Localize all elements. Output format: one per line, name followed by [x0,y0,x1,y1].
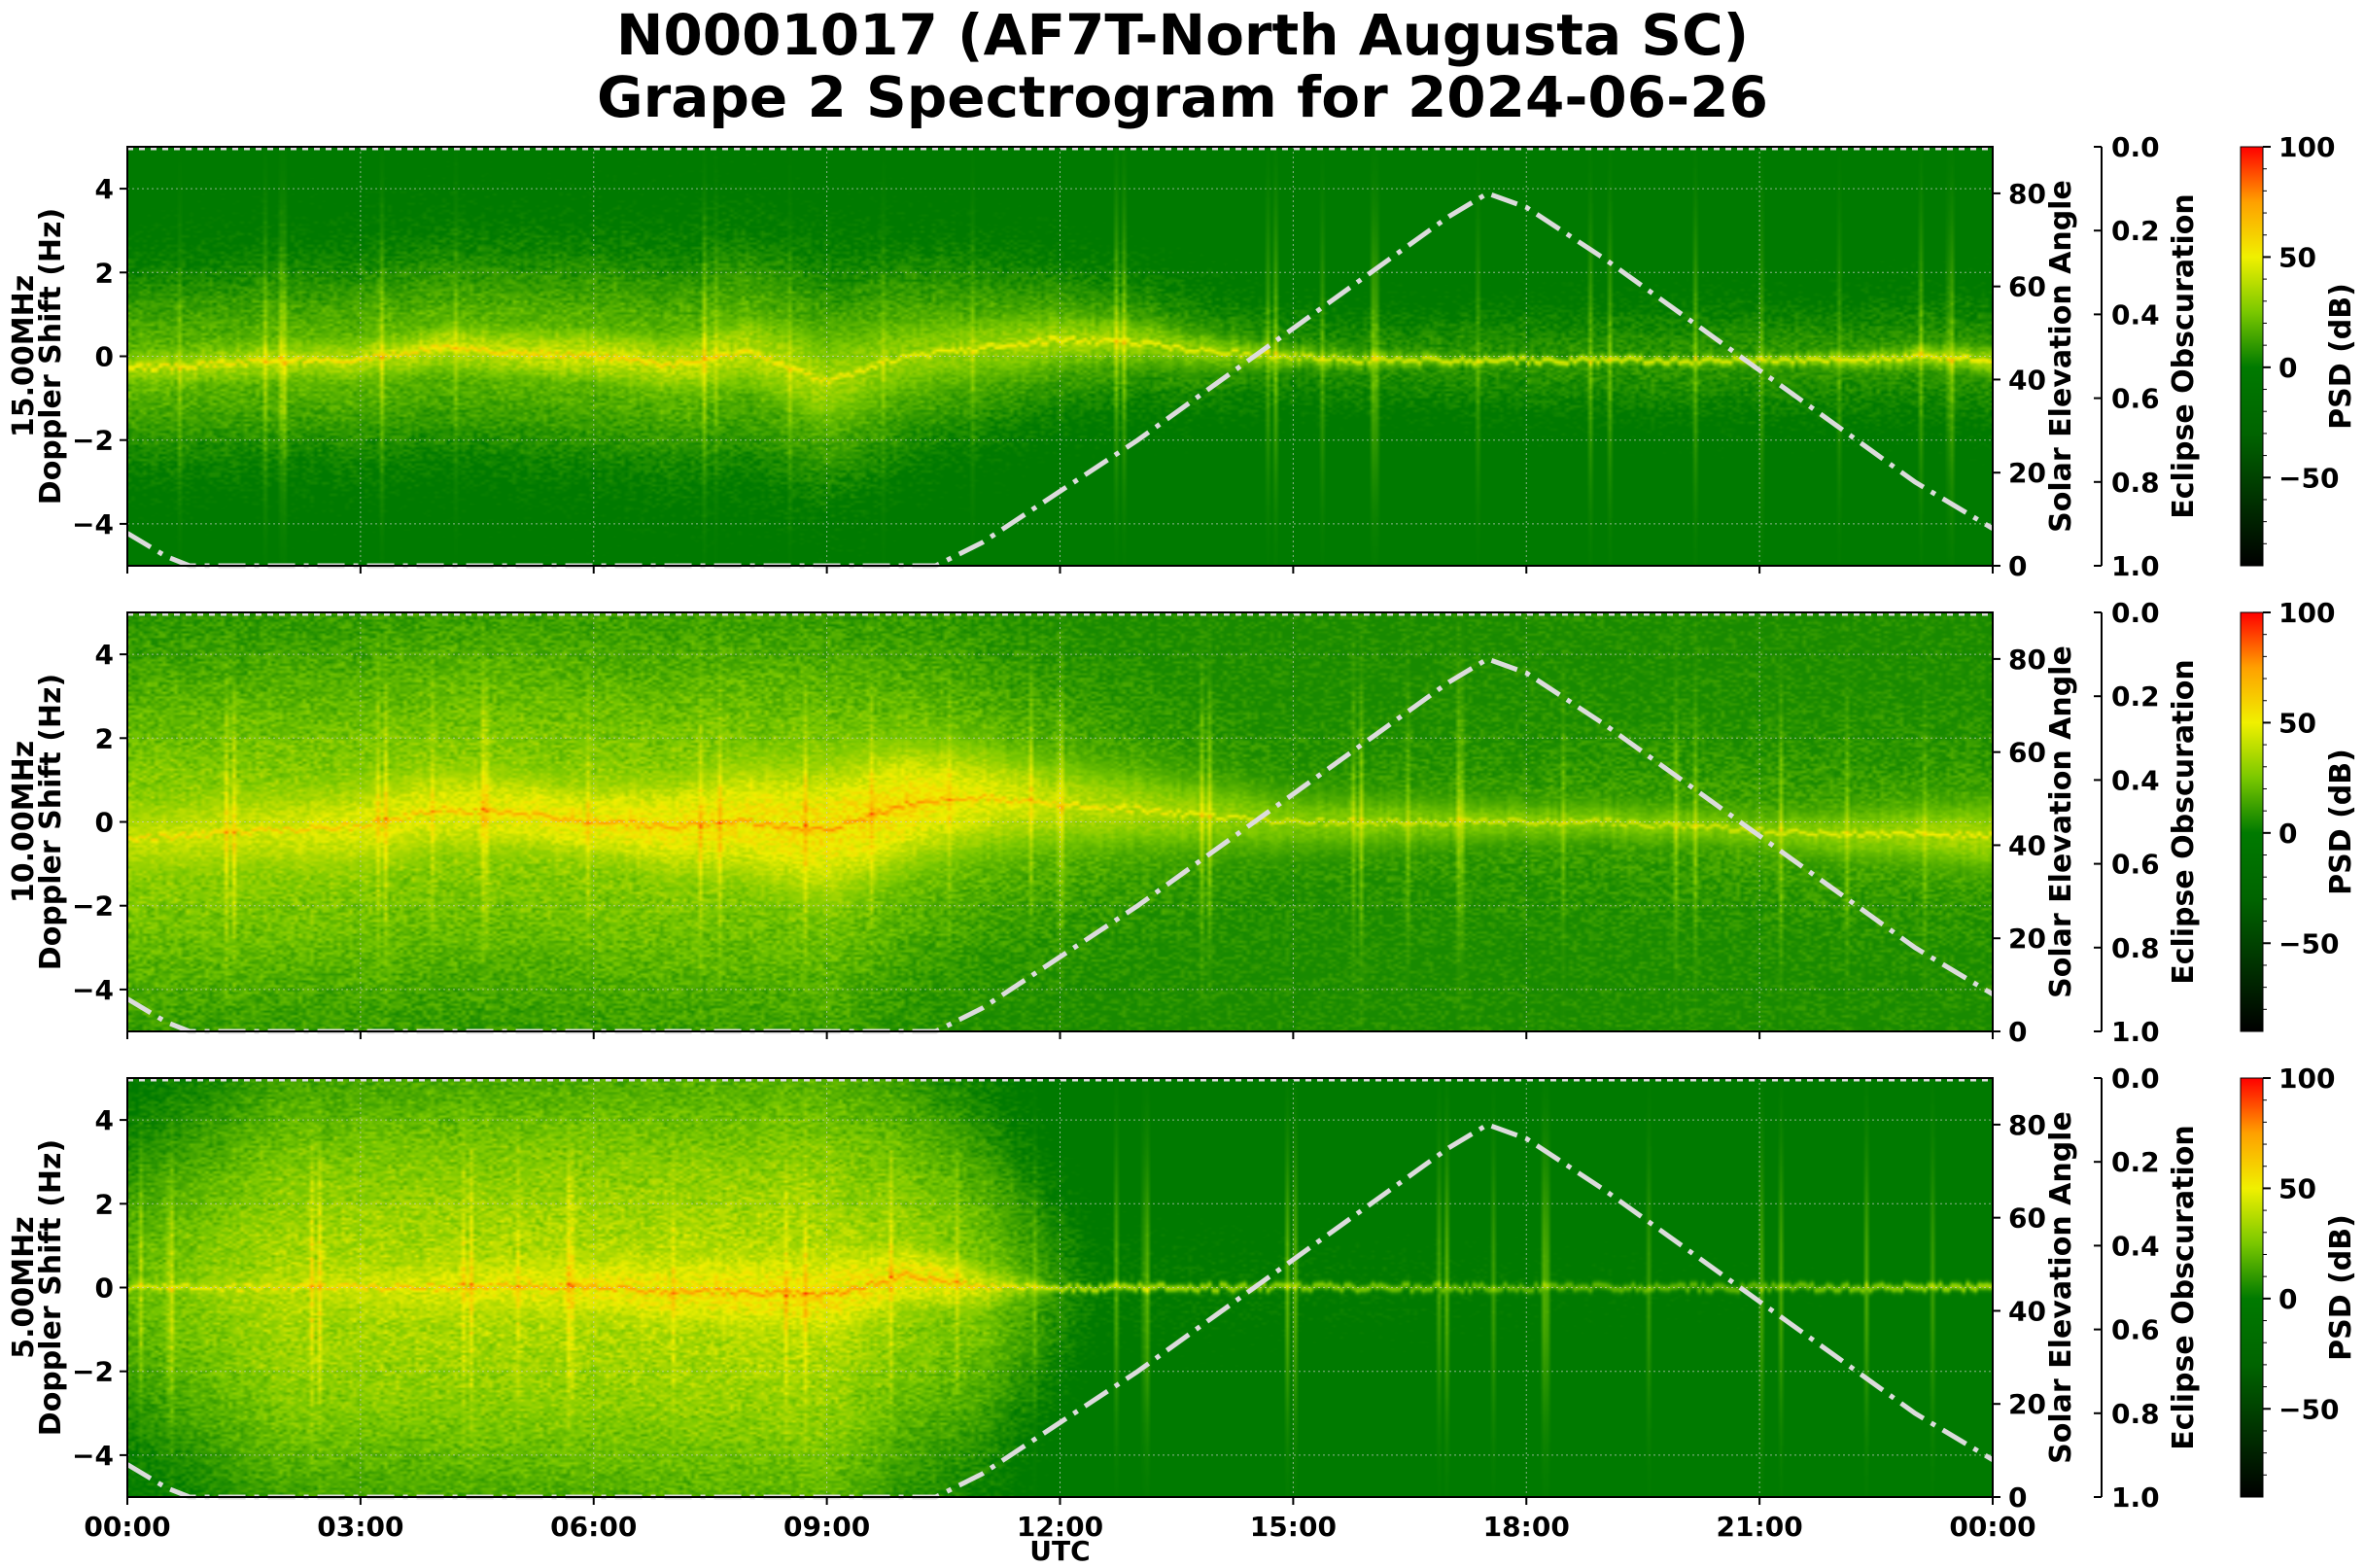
panel-10.00MHz [120,611,2271,1039]
colorbar-tick-label: 0 [2278,818,2297,850]
obscuration-tick-label: 0.2 [2111,215,2160,247]
elevation-tick-label: 60 [2008,737,2046,769]
panel-15.00MHz [120,146,2271,574]
colorbar-tick-label: 100 [2278,1063,2335,1095]
colorbar-tick-label: −50 [2278,462,2339,494]
elevation-tick-label: 60 [2008,271,2046,303]
xtick-label: 00:00 [84,1511,170,1543]
colorbar [2240,146,2264,567]
xtick-label: 21:00 [1717,1511,1803,1543]
xtick-label: 15:00 [1250,1511,1337,1543]
colorbar [2240,1077,2264,1498]
chart-title: N0001017 (AF7T-North Augusta SC) [615,2,1750,68]
ytick-label: −4 [72,508,114,540]
elevation-tick-label: 20 [2008,1388,2046,1420]
obscuration-tick-label: 0.6 [2111,1314,2160,1346]
elevation-tick-label: 60 [2008,1202,2046,1235]
ytick-label: 0 [95,807,114,839]
obscuration-tick-label: 1.0 [2111,1481,2160,1514]
colorbar-tick-label: 100 [2278,131,2335,163]
elevation-label: Solar Elevation Angle [2044,180,2078,533]
xtick-label: 09:00 [783,1511,870,1543]
elevation-tick-label: 40 [2008,364,2046,396]
xtick-label: 06:00 [550,1511,637,1543]
xtick-label: 03:00 [317,1511,403,1543]
ytick-label: −2 [72,1356,114,1388]
ytick-label: −4 [72,1440,114,1472]
ytick-label: −2 [72,890,114,923]
xtick-label: 18:00 [1483,1511,1570,1543]
frequency-label: 5.00MHz [7,1216,41,1358]
obscuration-tick-label: 0.6 [2111,383,2160,415]
elevation-label: Solar Elevation Angle [2044,645,2078,998]
colorbar-tick-label: 50 [2278,707,2316,739]
ytick-label: 2 [95,1188,114,1220]
ytick-label: 4 [95,1104,114,1136]
colorbar-tick-label: 0 [2278,352,2297,384]
colorbar-label: PSD (dB) [2324,283,2358,430]
ytick-label: −2 [72,425,114,457]
elevation-tick-label: 20 [2008,923,2046,955]
xtick-label: 00:00 [1949,1511,2035,1543]
elevation-tick-label: 40 [2008,829,2046,861]
panel-5.00MHz [120,1077,2271,1505]
frequency-label: 15.00MHz [7,275,41,437]
ylabel: Doppler Shift (Hz) [34,1139,68,1436]
elevation-tick-label: 40 [2008,1295,2046,1327]
obscuration-label: Eclipse Obscuration [2167,659,2201,985]
elevation-label: Solar Elevation Angle [2044,1111,2078,1464]
chart-subtitle: Grape 2 Spectrogram for 2024-06-26 [597,64,1768,130]
ytick-label: 4 [95,173,114,205]
obscuration-tick-label: 0.8 [2111,1398,2160,1430]
ytick-label: 0 [95,341,114,373]
frequency-label: 10.00MHz [7,741,41,903]
obscuration-tick-label: 0.6 [2111,849,2160,881]
obscuration-tick-label: 0.2 [2111,680,2160,713]
obscuration-tick-label: 1.0 [2111,1016,2160,1048]
elevation-tick-label: 0 [2008,1481,2027,1514]
ytick-label: 2 [95,722,114,754]
ytick-label: 4 [95,639,114,671]
colorbar-tick-label: −50 [2278,927,2339,959]
elevation-tick-label: 80 [2008,178,2046,210]
obscuration-tick-label: 0.0 [2111,1063,2160,1095]
colorbar-tick-label: 50 [2278,241,2316,273]
colorbar-tick-label: −50 [2278,1393,2339,1425]
elevation-tick-label: 80 [2008,1109,2046,1141]
colorbar-label: PSD (dB) [2324,749,2358,895]
obscuration-tick-label: 0.4 [2111,764,2160,796]
xlabel: UTC [1029,1535,1090,1567]
ytick-label: −4 [72,974,114,1006]
obscuration-label: Eclipse Obscuration [2167,193,2201,519]
obscuration-tick-label: 0.4 [2111,1230,2160,1262]
colorbar [2240,611,2264,1032]
obscuration-tick-label: 0.0 [2111,597,2160,629]
obscuration-tick-label: 0.0 [2111,131,2160,163]
xtick-label: 12:00 [1017,1511,1103,1543]
obscuration-tick-label: 0.4 [2111,298,2160,331]
colorbar-tick-label: 100 [2278,597,2335,629]
elevation-tick-label: 20 [2008,457,2046,489]
elevation-tick-label: 0 [2008,1016,2027,1048]
ytick-label: 2 [95,257,114,289]
elevation-tick-label: 0 [2008,550,2027,582]
obscuration-tick-label: 0.8 [2111,932,2160,964]
obscuration-tick-label: 0.8 [2111,467,2160,499]
obscuration-tick-label: 0.2 [2111,1146,2160,1178]
ylabel: Doppler Shift (Hz) [34,208,68,505]
ytick-label: 0 [95,1272,114,1305]
colorbar-tick-label: 0 [2278,1283,2297,1315]
obscuration-tick-label: 1.0 [2111,550,2160,582]
elevation-tick-label: 80 [2008,644,2046,676]
colorbar-label: PSD (dB) [2324,1214,2358,1361]
obscuration-label: Eclipse Obscuration [2167,1125,2201,1450]
colorbar-tick-label: 50 [2278,1172,2316,1204]
ylabel: Doppler Shift (Hz) [34,674,68,970]
